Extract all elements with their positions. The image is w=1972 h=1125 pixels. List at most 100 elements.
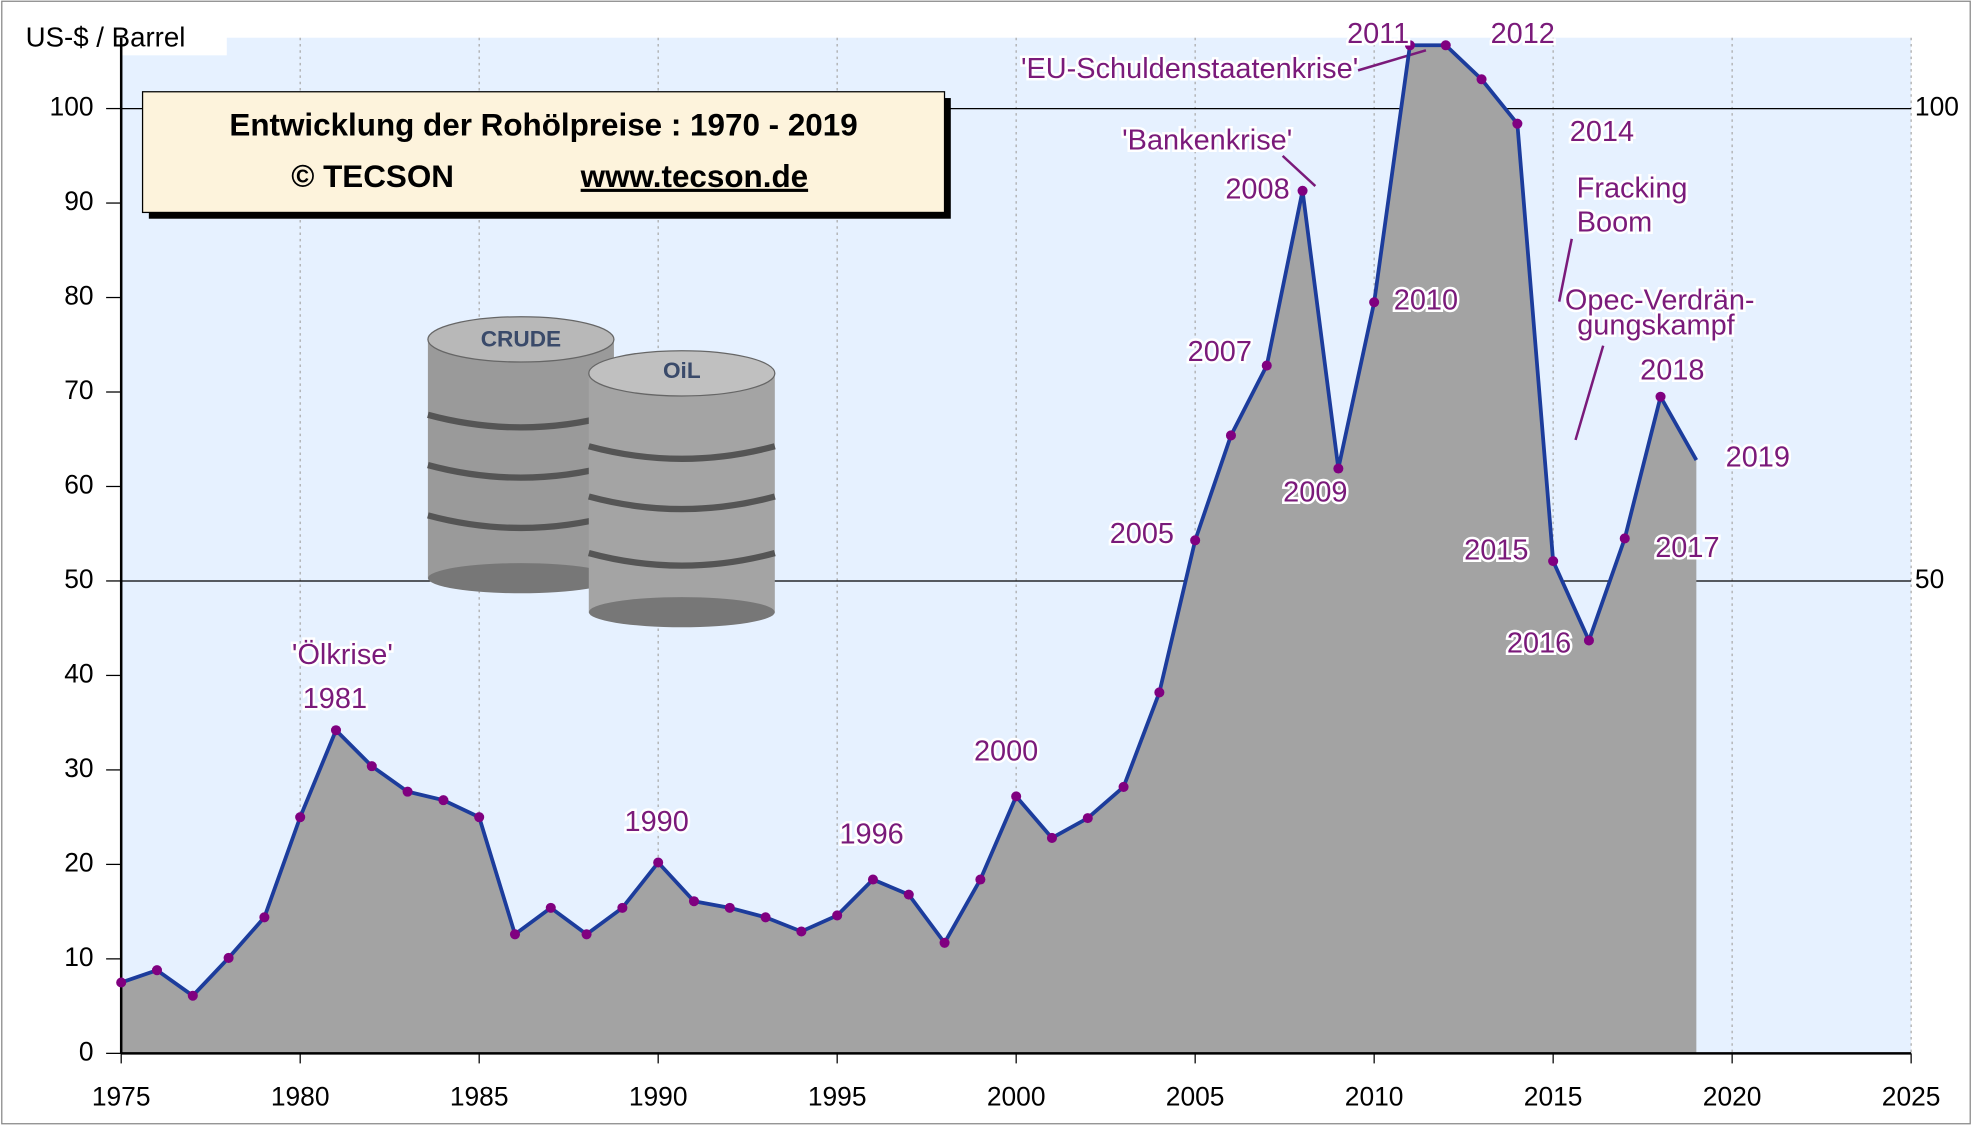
- annotation: 2018: [1640, 355, 1704, 387]
- y-axis-label: US-$ / Barrel: [26, 21, 186, 52]
- area-layer: [121, 45, 1697, 1054]
- annotation: 2016: [1507, 627, 1571, 659]
- barrel-bottom: [427, 563, 614, 594]
- barrel-label: CRUDE: [481, 327, 561, 352]
- x-tick-label: 2010: [1345, 1082, 1404, 1112]
- barrels: CRUDE OiL: [427, 316, 776, 628]
- marker: [1118, 781, 1129, 792]
- marker: [151, 965, 163, 976]
- y-tick-label: 60: [64, 469, 93, 499]
- barrel-rings: [587, 443, 776, 569]
- title-url: www.tecson.de: [580, 159, 808, 194]
- barrel-label: OiL: [663, 358, 701, 383]
- marker: [760, 912, 771, 923]
- marker: [617, 902, 628, 913]
- annotation: 2009: [1283, 477, 1347, 509]
- y-tick-label: 100: [50, 92, 94, 122]
- marker: [1512, 118, 1523, 129]
- annotation: 1981: [303, 683, 367, 715]
- marker: [1404, 40, 1415, 51]
- marker: [1369, 297, 1380, 308]
- marker: [474, 812, 485, 823]
- marker: [1261, 360, 1272, 371]
- marker: [1297, 185, 1308, 196]
- barrel: [427, 339, 614, 579]
- marker: [832, 910, 843, 921]
- title-box: [141, 91, 946, 214]
- marker: [402, 786, 413, 797]
- annotation: 2019: [1726, 441, 1790, 473]
- y-tick-label: 40: [64, 658, 93, 688]
- marker: [187, 990, 198, 1001]
- marker: [1190, 535, 1201, 546]
- marker: [903, 889, 914, 900]
- marker: [223, 952, 234, 963]
- x-tick-label: 1990: [629, 1082, 688, 1112]
- x-tick-label: 1980: [271, 1082, 330, 1112]
- annotation: 'Bankenkrise': [1122, 125, 1292, 157]
- marker: [438, 795, 449, 806]
- marker: [1583, 635, 1594, 646]
- marker: [1440, 40, 1451, 51]
- marker: [1225, 430, 1236, 441]
- marker: [1046, 832, 1057, 843]
- annotation: 2012: [1491, 18, 1555, 50]
- title-credit: © TECSON: [291, 159, 454, 194]
- title: Entwicklung der Rohölpreise : 1970 - 201…: [229, 107, 857, 142]
- y-tick-label: 50: [64, 564, 93, 594]
- y2-tick-label: 100: [1915, 92, 1959, 122]
- annotation: 'Ölkrise': [292, 639, 393, 671]
- marker: [1011, 791, 1022, 802]
- marker: [116, 977, 127, 988]
- annotation: 2000: [974, 736, 1038, 768]
- x-tick-label: 2000: [987, 1082, 1046, 1112]
- annotation: 2017: [1655, 532, 1719, 564]
- annotation: gungskampf: [1577, 309, 1735, 341]
- annotation: 2015: [1464, 534, 1528, 566]
- marker: [581, 929, 592, 940]
- marker: [796, 926, 807, 937]
- marker: [366, 761, 377, 772]
- annotation: 2007: [1188, 336, 1252, 368]
- annotation: Boom: [1577, 206, 1653, 238]
- y-tick-label: 30: [64, 753, 93, 783]
- annotation: 2014: [1570, 116, 1634, 148]
- marker: [688, 896, 700, 907]
- y-tick-label: 80: [64, 280, 93, 310]
- marker: [545, 902, 556, 913]
- barrel-top: [427, 316, 615, 363]
- marker: [1655, 391, 1666, 402]
- y-tick-label: 20: [64, 847, 93, 877]
- x-tick-label: 1995: [808, 1082, 867, 1112]
- marker: [724, 902, 735, 913]
- area: [121, 45, 1697, 1054]
- annotation: 2011: [1347, 18, 1409, 50]
- y2-tick-label: 50: [1915, 564, 1944, 594]
- marker: [939, 937, 950, 948]
- barrel: [588, 373, 775, 613]
- marker: [330, 725, 342, 736]
- marker: [653, 857, 664, 868]
- marker: [509, 929, 521, 940]
- marker: [295, 812, 306, 823]
- annotation: 1996: [839, 819, 903, 851]
- marker: [1333, 463, 1344, 474]
- x-tick-label: 2020: [1703, 1082, 1762, 1112]
- annotation: 1990: [625, 806, 689, 838]
- marker: [1154, 687, 1165, 698]
- x-tick-label: 2015: [1524, 1082, 1583, 1112]
- x-tick-label: 2005: [1166, 1082, 1225, 1112]
- barrel-top: [588, 350, 776, 397]
- marker: [259, 912, 270, 923]
- marker: [1476, 74, 1487, 85]
- y-tick-label: 90: [64, 186, 93, 216]
- marker: [975, 874, 986, 885]
- barrel-bottom: [588, 597, 775, 628]
- annotation: 2010: [1394, 284, 1458, 316]
- marker: [1082, 813, 1093, 824]
- x-tick-label: 2025: [1882, 1082, 1941, 1112]
- annotation: 2005: [1110, 518, 1174, 550]
- x-tick-label: 1975: [92, 1082, 151, 1112]
- x-tick-label: 1985: [450, 1082, 509, 1112]
